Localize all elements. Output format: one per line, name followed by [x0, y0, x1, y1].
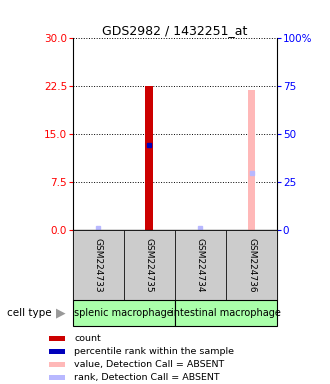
Bar — [124, 230, 175, 300]
Bar — [146, 86, 153, 230]
Text: rank, Detection Call = ABSENT: rank, Detection Call = ABSENT — [74, 373, 220, 382]
Text: percentile rank within the sample: percentile rank within the sample — [74, 347, 234, 356]
Bar — [49, 336, 65, 341]
Bar — [73, 300, 175, 326]
Bar — [175, 300, 277, 326]
Bar — [226, 230, 277, 300]
Bar — [248, 89, 255, 230]
Bar — [49, 362, 65, 367]
Text: splenic macrophage: splenic macrophage — [74, 308, 173, 318]
Text: cell type: cell type — [7, 308, 51, 318]
Text: count: count — [74, 334, 101, 343]
Text: GSM224735: GSM224735 — [145, 238, 154, 292]
Text: GSM224733: GSM224733 — [94, 238, 103, 292]
Bar — [49, 375, 65, 380]
Bar — [49, 349, 65, 354]
Text: intestinal macrophage: intestinal macrophage — [171, 308, 281, 318]
Bar — [175, 230, 226, 300]
Text: value, Detection Call = ABSENT: value, Detection Call = ABSENT — [74, 360, 224, 369]
Text: ▶: ▶ — [56, 306, 66, 319]
Title: GDS2982 / 1432251_at: GDS2982 / 1432251_at — [102, 24, 248, 37]
Bar — [73, 230, 124, 300]
Text: GSM224736: GSM224736 — [247, 238, 256, 292]
Text: GSM224734: GSM224734 — [196, 238, 205, 292]
